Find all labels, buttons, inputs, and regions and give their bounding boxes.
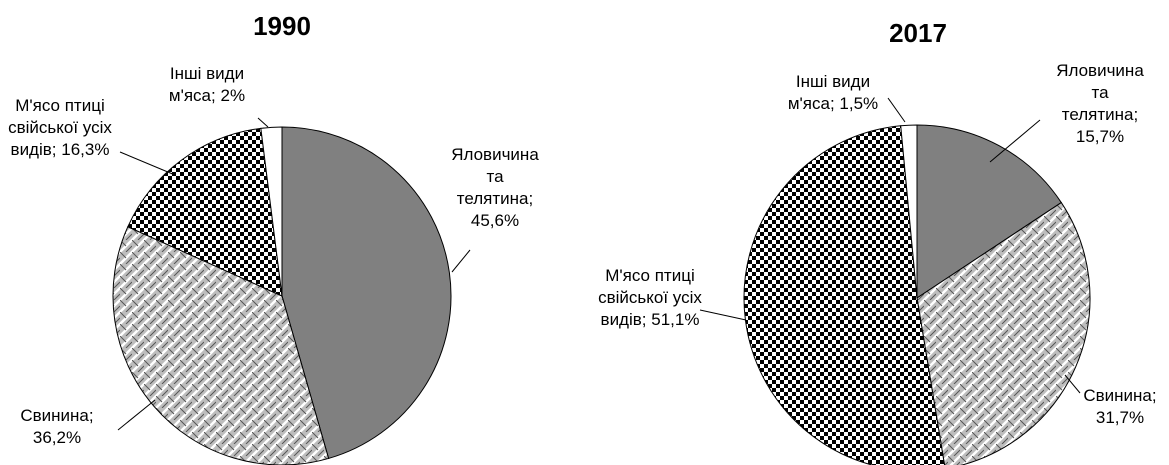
slice-value-label: 15,7% [1075,127,1125,146]
chart-title: 1990 [253,11,311,41]
leader-line [257,117,269,128]
chart-title: 2017 [889,18,947,48]
slice-category: Яловичина та телятина [1056,61,1144,124]
leader-line [119,151,176,176]
pie-slice [281,126,452,460]
slice-category: Інші види м'яса [168,64,245,105]
leader-line [451,249,471,273]
label-separator: ; [1151,386,1157,405]
slice-label: Інші види м'яса; 1,5% [783,71,883,115]
slice-label: Яловичина та телятина; 45,6% [448,144,543,232]
slice-value-label: 31,7% [1095,408,1145,427]
pie-slice [900,124,918,299]
slice-label: Інші види м'яса; 2% [160,63,255,107]
leader-line [887,97,906,123]
slice-value-label: 2% [220,86,246,105]
slice-value-label: 45,6% [470,211,520,230]
leader-line [989,119,1041,163]
slice-value-label: 36,2% [32,428,82,447]
slice-category: Свинина [20,406,89,425]
pie-slice [260,126,283,297]
slice-value-label: 51,1% [651,310,700,329]
label-separator: ; [1133,105,1139,124]
slice-label: Свинина; 36,2% [17,405,97,449]
slice-label: М'ясо птиці свійської усіх видів; 51,1% [598,265,703,331]
slice-category: Інші види м'яса [787,72,871,113]
leader-line [117,399,156,431]
pie-slice [916,124,1062,299]
slice-category: М'ясо птиці свійської усіх видів [8,96,112,159]
slice-category: Яловичина та телятина [451,145,539,208]
slice-value-label: 16,3% [61,140,110,159]
pie-slice [916,201,1091,465]
slice-value-label: 1,5% [839,94,879,113]
label-separator: ; [211,86,216,105]
slice-category: М'ясо птиці свійської усіх видів [598,266,702,329]
label-separator: ; [829,94,835,113]
slice-label: Свинина; 31,7% [1075,385,1165,429]
leader-line [1064,374,1081,394]
label-separator: ; [51,140,57,159]
slice-label: М'ясо птиці свійської усіх видів; 16,3% [6,95,114,161]
slice-category: Свинина [1083,386,1152,405]
pie-slice [127,127,283,297]
leader-line [699,309,747,321]
label-separator: ; [528,189,534,208]
label-separator: ; [88,406,94,425]
label-separator: ; [641,310,647,329]
slice-label: Яловичина та телятина; 15,7% [1053,60,1148,148]
